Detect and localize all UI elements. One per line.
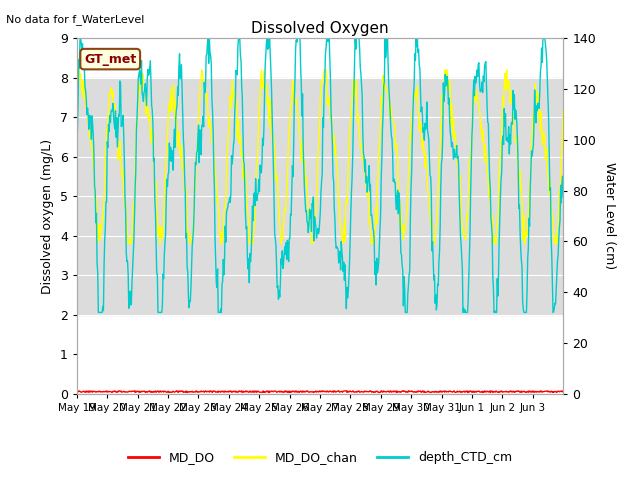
Y-axis label: Water Level (cm): Water Level (cm) [602,162,616,270]
Text: No data for f_WaterLevel: No data for f_WaterLevel [6,14,145,25]
Text: GT_met: GT_met [84,53,136,66]
Bar [77,78,563,315]
Title: Dissolved Oxygen: Dissolved Oxygen [251,21,389,36]
Legend: MD_DO, MD_DO_chan, depth_CTD_cm: MD_DO, MD_DO_chan, depth_CTD_cm [123,446,517,469]
Y-axis label: Dissolved oxygen (mg/L): Dissolved oxygen (mg/L) [41,138,54,294]
